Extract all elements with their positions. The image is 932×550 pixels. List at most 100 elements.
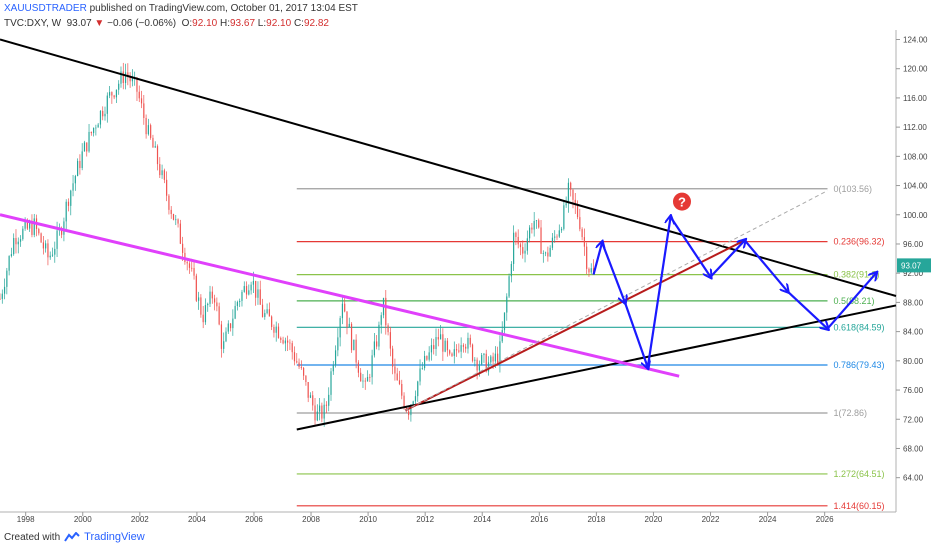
candle-body: [364, 380, 366, 382]
candle-body: [108, 92, 111, 96]
candle-body: [220, 324, 223, 349]
candle-body: [19, 239, 22, 242]
candle-body: [314, 405, 316, 421]
candle-body: [453, 349, 455, 356]
x-tick-label: 2006: [245, 515, 263, 524]
question-badge-text: ?: [678, 195, 686, 210]
candle-body: [202, 314, 204, 323]
candle-body: [10, 254, 13, 257]
candle-body: [291, 343, 293, 353]
candle-body: [8, 256, 10, 271]
candle-body: [522, 247, 524, 254]
y-tick-label: 116.00: [903, 94, 927, 103]
candle-body: [42, 242, 44, 249]
candle-body: [152, 137, 154, 148]
candle-body: [186, 262, 188, 264]
y-tick-label: 112.00: [903, 123, 927, 132]
candle-body: [97, 124, 99, 128]
candles-group: [0, 62, 595, 427]
candle-body: [161, 170, 163, 176]
candle-body: [433, 345, 435, 349]
candle-body: [243, 286, 245, 292]
x-tick-label: 2008: [302, 515, 320, 524]
candle-body: [307, 381, 309, 398]
candle-body: [26, 221, 28, 229]
candle-body: [499, 341, 501, 364]
candle-body: [83, 142, 86, 152]
candle-body: [444, 340, 446, 352]
candle-body: [373, 341, 375, 356]
tradingview-brand-link[interactable]: TradingView: [84, 531, 145, 543]
y-tick-label: 64.00: [903, 474, 924, 483]
candle-body: [172, 214, 175, 220]
candle-body: [437, 337, 439, 340]
y-tick-label: 96.00: [903, 240, 924, 249]
candle-body: [6, 270, 8, 287]
candle-body: [510, 263, 512, 277]
candle-body: [17, 241, 19, 245]
candle-body: [245, 286, 248, 295]
candle-body: [79, 160, 81, 169]
candle-body: [419, 368, 421, 382]
candle-body: [570, 182, 572, 190]
candle-body: [49, 255, 51, 258]
candle-body: [492, 356, 494, 362]
fib-level-label: 1(72.86): [834, 408, 868, 418]
x-tick-label: 1998: [17, 515, 35, 524]
candle-body: [380, 315, 382, 325]
candle-body: [104, 113, 106, 117]
fib-level-label: 0.786(79.43): [834, 360, 885, 370]
candle-body: [350, 323, 353, 351]
candle-body: [236, 302, 239, 306]
candle-body: [92, 127, 95, 134]
candle-body: [414, 396, 417, 402]
candle-body: [576, 205, 579, 218]
candle-body: [590, 268, 592, 273]
candle-body: [293, 352, 296, 362]
candle-body: [503, 312, 506, 331]
candle-body: [282, 339, 284, 344]
candle-body: [298, 362, 300, 367]
candle-body: [474, 359, 476, 361]
current-price-badge: [897, 258, 931, 273]
candle-body: [182, 243, 184, 253]
candle-body: [355, 339, 357, 363]
candle-body: [115, 89, 118, 98]
candle-body: [38, 229, 40, 234]
candle-body: [207, 303, 209, 306]
candle-body: [439, 334, 442, 340]
candle-body: [344, 303, 346, 312]
candle-body: [143, 103, 145, 118]
candle-body: [31, 223, 33, 235]
candle-body: [275, 326, 277, 333]
fib-level-label: 0.5(88.21): [834, 296, 875, 306]
fib-level-label: 0.618(84.59): [834, 322, 885, 332]
y-tick-label: 84.00: [903, 328, 924, 337]
candle-body: [273, 326, 275, 333]
author-link[interactable]: XAUUSDTRADER: [4, 3, 87, 14]
candle-body: [211, 291, 213, 299]
candle-body: [74, 176, 76, 184]
candle-body: [63, 221, 65, 235]
candle-body: [33, 218, 35, 235]
candle-body: [159, 164, 161, 176]
y-tick-label: 108.00: [903, 152, 928, 161]
candle-body: [65, 201, 67, 222]
candle-body: [334, 350, 337, 366]
candle-body: [120, 71, 122, 84]
symbol-legend: TVC:DXY, W 93.07 ▼ −0.06 (−0.06%) O:92.1…: [4, 18, 329, 29]
candle-body: [280, 337, 282, 340]
candle-body: [348, 323, 350, 328]
candle-body: [113, 95, 115, 98]
candle-body: [312, 395, 314, 406]
candle-body: [88, 131, 90, 152]
candle-body: [321, 405, 323, 419]
candle-body: [451, 353, 453, 356]
candle-body: [61, 229, 63, 235]
magenta-trendline: [0, 213, 680, 378]
y-tick-label: 68.00: [903, 444, 924, 453]
symbol-name: TVC:DXY, W: [4, 18, 62, 29]
candle-body: [506, 296, 508, 313]
current-price-label: 93.07: [901, 261, 922, 270]
